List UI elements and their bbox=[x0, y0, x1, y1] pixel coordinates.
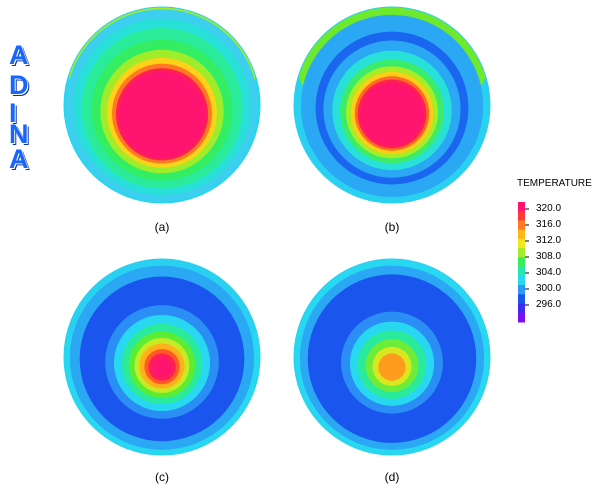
legend-tick-320: 320.0 bbox=[536, 203, 562, 214]
contour-band-a-9 bbox=[118, 71, 206, 158]
legend-tick-296: 296.0 bbox=[536, 299, 562, 310]
legend-color-bar bbox=[518, 202, 529, 323]
panel-label-c: (c) bbox=[155, 470, 169, 484]
adina-logo-letter-a1: A bbox=[9, 40, 29, 70]
legend-swatch-11 bbox=[518, 303, 525, 314]
legend-tick-304: 304.0 bbox=[536, 267, 562, 278]
panel-label-b: (b) bbox=[384, 220, 400, 234]
adina-logo-letter-d: D bbox=[9, 70, 29, 100]
legend-swatch-12 bbox=[518, 312, 525, 323]
legend-swatch-7 bbox=[518, 266, 525, 277]
contour-band-c-11 bbox=[152, 357, 172, 378]
contour-rim-b bbox=[293, 6, 491, 204]
panel-label-d: (d) bbox=[384, 470, 400, 484]
legend-swatch-1 bbox=[518, 211, 525, 221]
legend-swatch-10 bbox=[518, 294, 525, 305]
legend-swatch-4 bbox=[518, 238, 525, 249]
contour-panel-a bbox=[63, 6, 261, 204]
legend-tick-308: 308.0 bbox=[536, 251, 562, 262]
legend-swatch-9 bbox=[518, 285, 525, 295]
adina-logo-letter-a2: A bbox=[9, 144, 29, 174]
contour-panel-c bbox=[63, 258, 261, 456]
contour-panel-d bbox=[293, 258, 491, 456]
contour-band-b-10 bbox=[360, 82, 424, 146]
adina-logo-letter-n: N bbox=[9, 119, 29, 149]
adina-logo-letter-i: I bbox=[9, 98, 17, 128]
contour-rim-a bbox=[63, 6, 261, 204]
legend-tick-300: 300.0 bbox=[536, 283, 562, 294]
legend-swatch-3 bbox=[518, 229, 525, 240]
legend-swatch-6 bbox=[518, 257, 525, 268]
legend-title: TEMPERATURE bbox=[517, 178, 592, 189]
legend-swatch-5 bbox=[518, 248, 525, 258]
legend-swatch-2 bbox=[518, 220, 525, 231]
legend-tick-312: 312.0 bbox=[536, 235, 562, 246]
contour-panel-b bbox=[293, 6, 491, 204]
panel-label-a: (a) bbox=[154, 220, 170, 234]
contour-rim-d bbox=[293, 258, 491, 456]
legend-swatch-8 bbox=[518, 275, 525, 286]
contour-rim-c bbox=[63, 258, 261, 456]
legend-tick-316: 316.0 bbox=[536, 219, 562, 230]
contour-band-d-8 bbox=[378, 353, 406, 381]
legend-swatch-0 bbox=[518, 202, 525, 212]
